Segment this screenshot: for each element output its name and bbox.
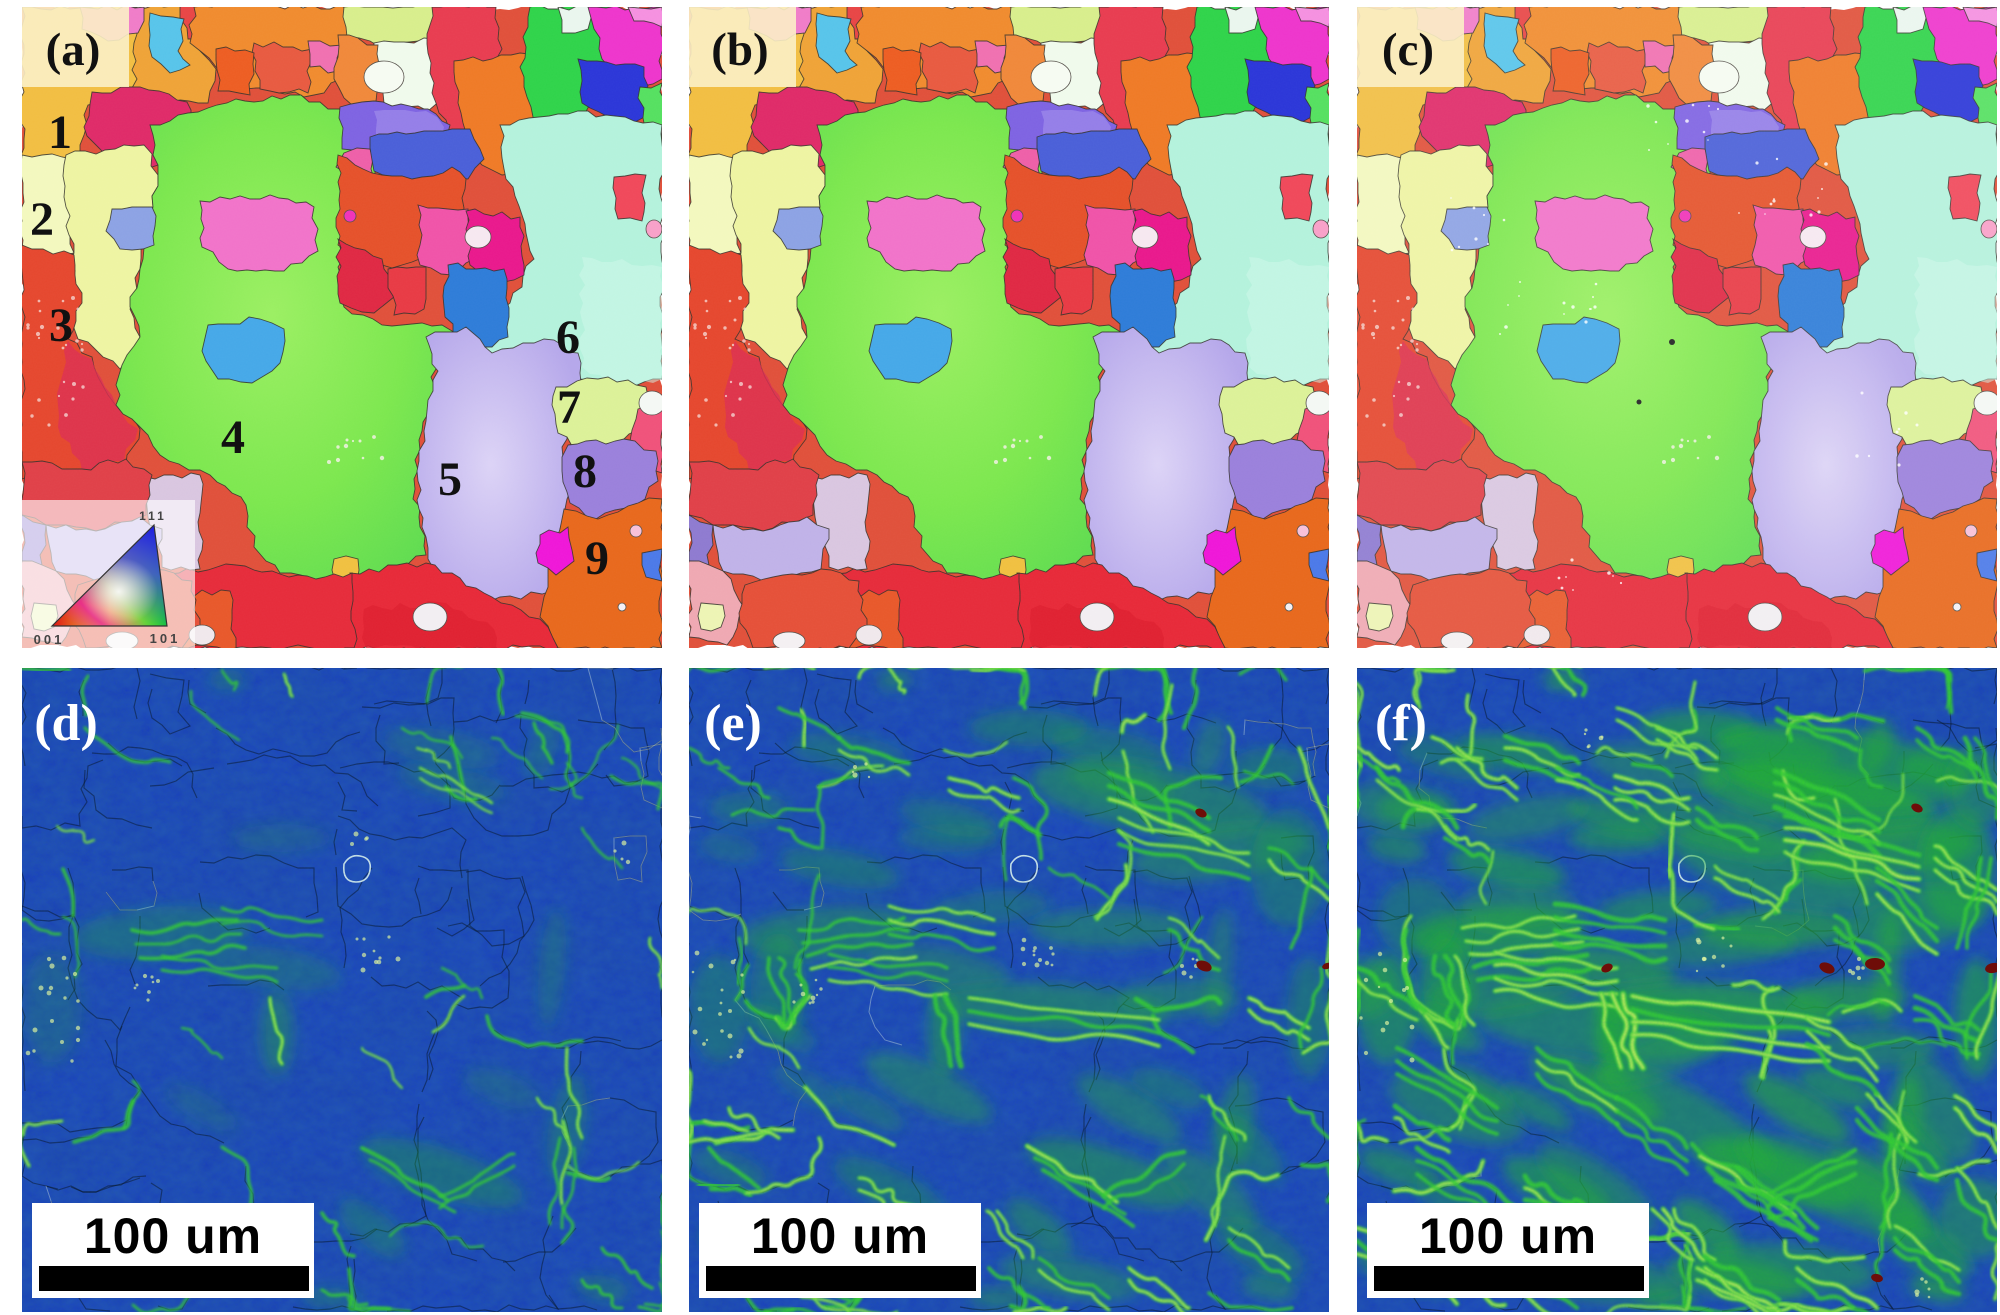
svg-text:101: 101: [150, 631, 181, 646]
svg-text:(c): (c): [1382, 24, 1434, 76]
svg-text:2: 2: [30, 193, 54, 246]
svg-text:4: 4: [221, 411, 245, 464]
svg-text:(f): (f): [1375, 695, 1427, 752]
svg-text:8: 8: [573, 445, 597, 498]
svg-text:(a): (a): [46, 24, 101, 76]
svg-text:100 um: 100 um: [1419, 1208, 1597, 1264]
svg-text:7: 7: [557, 381, 581, 434]
svg-text:001: 001: [34, 632, 65, 647]
svg-text:(d): (d): [34, 695, 98, 752]
svg-text:100 um: 100 um: [751, 1208, 929, 1264]
svg-text:100 um: 100 um: [84, 1208, 262, 1264]
svg-text:3: 3: [49, 299, 73, 352]
svg-text:5: 5: [438, 453, 462, 506]
svg-text:(e): (e): [704, 695, 762, 752]
svg-text:(b): (b): [711, 24, 768, 76]
svg-text:6: 6: [556, 311, 580, 364]
svg-text:1: 1: [48, 106, 72, 159]
svg-text:9: 9: [585, 532, 609, 585]
svg-text:111: 111: [139, 509, 167, 523]
